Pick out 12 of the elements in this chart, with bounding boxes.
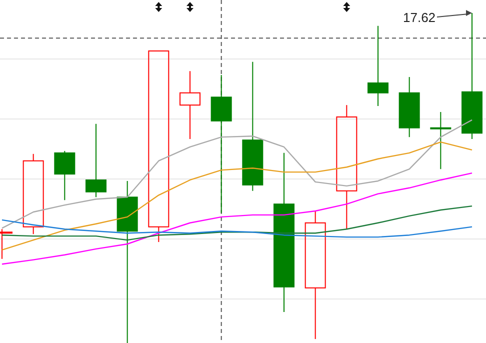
candlestick [398,76,420,138]
candlestick [304,210,326,340]
candlestick [430,112,452,170]
candlestick [242,61,264,192]
candlestick [274,152,294,312]
candlestick [462,12,482,140]
candlestick [368,25,388,107]
candlestick [22,153,44,235]
candlestick [336,104,358,230]
candlestick [116,180,138,343]
candlestick [180,70,200,140]
annotation: 17.62 [403,10,436,25]
